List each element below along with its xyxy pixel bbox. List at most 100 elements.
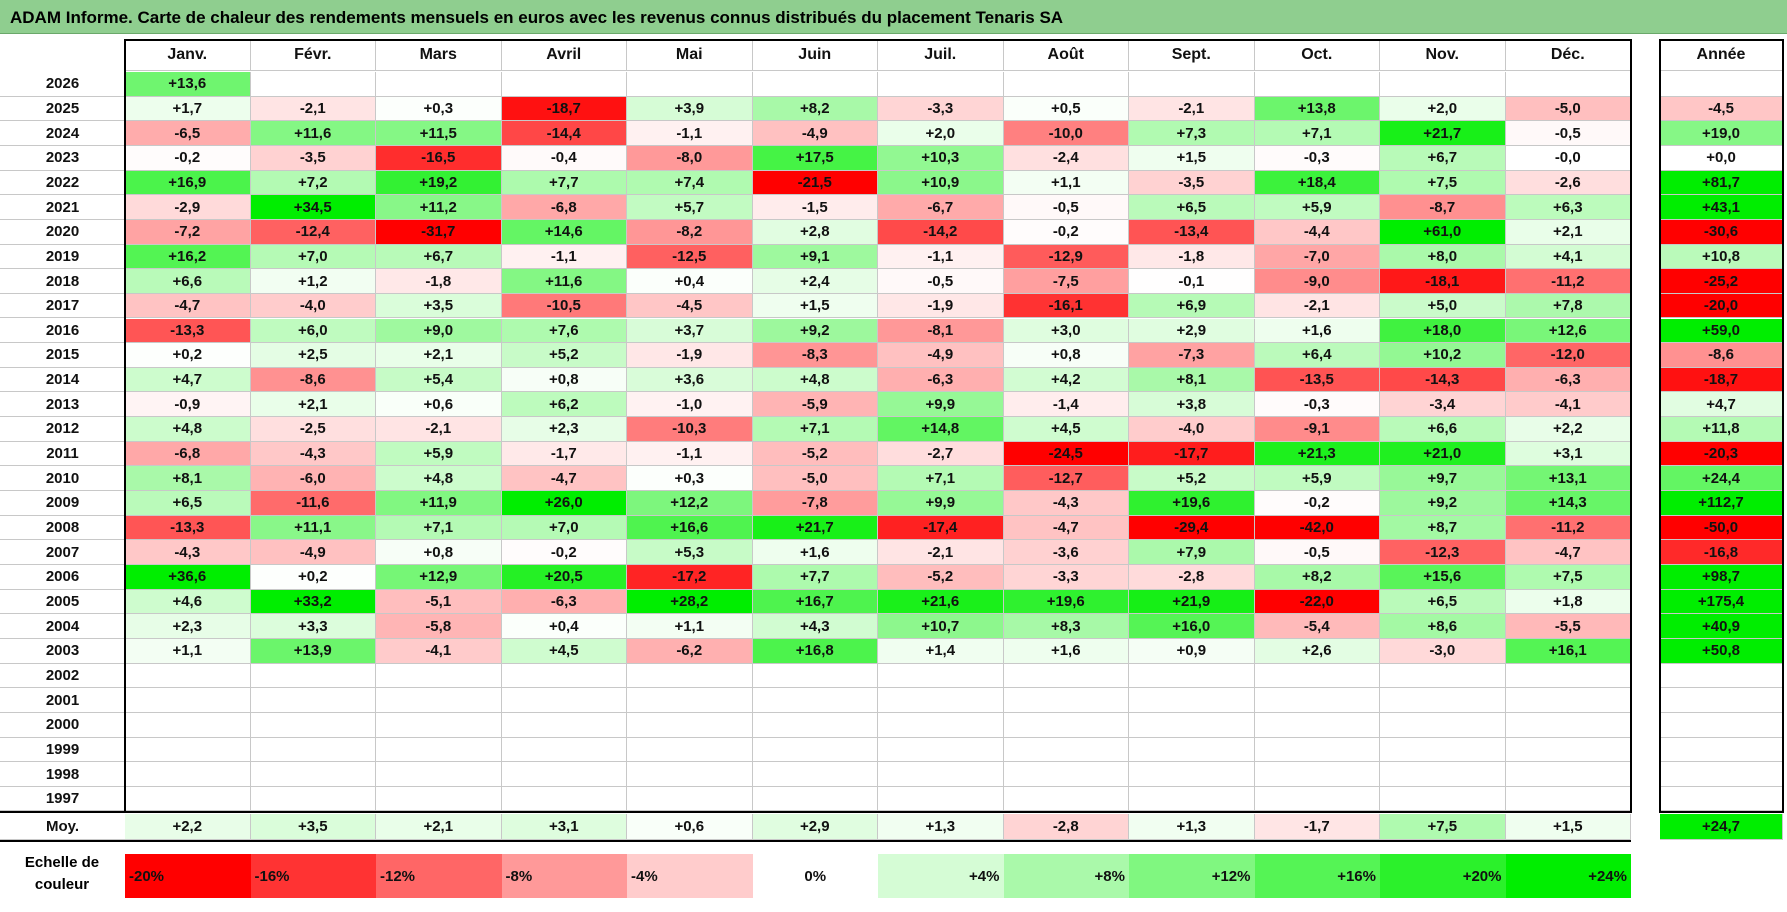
heatmap-cell: -3,4 — [1380, 392, 1506, 418]
heatmap-cell: +7,2 — [250, 170, 376, 196]
annual-cell: -25,2 — [1660, 269, 1783, 294]
heatmap-cell: +1,2 — [250, 269, 376, 294]
heatmap-cell: +0,4 — [627, 269, 753, 294]
heatmap-cell: -14,4 — [501, 121, 627, 146]
heatmap-cell: -1,1 — [627, 441, 753, 467]
heatmap-cell — [1505, 786, 1631, 812]
annual-cell: +50,8 — [1660, 638, 1783, 664]
heatmap-cell: +6,3 — [1505, 195, 1631, 220]
heatmap-cell: +0,8 — [501, 367, 627, 393]
heatmap-cell: +3,7 — [627, 318, 753, 344]
scale-swatch: +12% — [1129, 854, 1255, 898]
heatmap-cell: +16,1 — [1505, 638, 1631, 664]
heatmap-cell — [1129, 762, 1255, 787]
heatmap-cell: +7,1 — [752, 417, 878, 442]
heatmap-cell: -5,1 — [376, 589, 502, 615]
month-header: Mars — [376, 40, 502, 71]
heatmap-cell: +5,9 — [376, 441, 502, 467]
annual-cell: -4,5 — [1660, 96, 1783, 122]
heatmap-cell: +9,9 — [878, 392, 1004, 418]
heatmap-cell: +6,0 — [250, 318, 376, 344]
heatmap-cell: +6,5 — [1380, 589, 1506, 615]
year-label: 2020 — [0, 219, 125, 245]
heatmap-cell: -2,6 — [1505, 170, 1631, 196]
heatmap-cell: +9,2 — [1380, 491, 1506, 516]
heatmap-cell — [376, 786, 502, 812]
heatmap-cell: -12,5 — [627, 244, 753, 270]
heatmap-cell — [752, 786, 878, 812]
heatmap-cell: -16,5 — [376, 145, 502, 171]
heatmap-cell: -9,1 — [1254, 417, 1380, 442]
annual-cell: +19,0 — [1660, 121, 1783, 146]
heatmap-cell: +5,2 — [501, 343, 627, 368]
heatmap-cell: +1,6 — [1003, 638, 1129, 664]
heatmap-cell: +1,1 — [627, 614, 753, 639]
heatmap-cell: +13,6 — [125, 72, 251, 97]
heatmap-cell: +21,6 — [878, 589, 1004, 615]
month-header: Sept. — [1129, 40, 1255, 71]
year-label: 2025 — [0, 96, 125, 122]
heatmap-cell: +6,9 — [1129, 293, 1255, 319]
year-label: 1999 — [0, 737, 125, 763]
heatmap-cell: -12,4 — [250, 219, 376, 245]
heatmap-cell: +1,8 — [1505, 589, 1631, 615]
heatmap-cell: -0,4 — [501, 145, 627, 171]
heatmap-cell: -1,8 — [376, 269, 502, 294]
heatmap-cell: +2,8 — [752, 219, 878, 245]
heatmap-cell: -2,5 — [250, 417, 376, 442]
heatmap-cell: +4,5 — [501, 638, 627, 664]
heatmap-cell: +11,6 — [250, 121, 376, 146]
year-label: 2017 — [0, 293, 125, 319]
heatmap-cell: -0,5 — [1003, 195, 1129, 220]
separator-line — [0, 810, 125, 813]
heatmap-cell: +13,9 — [250, 638, 376, 664]
heatmap-cell — [376, 72, 502, 97]
annual-cell: +81,7 — [1660, 170, 1783, 196]
heatmap-cell: -4,9 — [752, 121, 878, 146]
month-header: Juin — [752, 40, 878, 71]
title-bar: ADAM Informe. Carte de chaleur des rende… — [0, 0, 1787, 34]
heatmap-cell: -8,2 — [627, 219, 753, 245]
heatmap-cell: +18,4 — [1254, 170, 1380, 196]
heatmap-cell — [1505, 663, 1631, 689]
heatmap-cell: +2,1 — [376, 343, 502, 368]
heatmap-cell: -2,1 — [1129, 96, 1255, 122]
annual-cell: -50,0 — [1660, 515, 1783, 541]
heatmap-cell: +2,5 — [250, 343, 376, 368]
scale-swatch: -20% — [125, 854, 251, 898]
heatmap-cell — [752, 72, 878, 97]
average-cell: +0,6 — [627, 814, 753, 840]
heatmap-cell — [752, 663, 878, 689]
heatmap-cell: +6,2 — [501, 392, 627, 418]
heatmap-cell: +0,2 — [125, 343, 251, 368]
heatmap-cell: -24,5 — [1003, 441, 1129, 467]
heatmap-cell — [878, 737, 1004, 763]
scale-swatch: +24% — [1505, 854, 1631, 898]
heatmap-cell: -4,4 — [1254, 219, 1380, 245]
heatmap-cell: -2,9 — [125, 195, 251, 220]
year-label: 2022 — [0, 170, 125, 196]
heatmap-cell — [878, 688, 1004, 713]
average-cell: +2,1 — [376, 814, 502, 840]
heatmap-cell: +11,6 — [501, 269, 627, 294]
year-label: 2013 — [0, 392, 125, 418]
average-cell: +2,9 — [752, 814, 878, 840]
heatmap-cell: -17,4 — [878, 515, 1004, 541]
heatmap-cell: +11,9 — [376, 491, 502, 516]
heatmap-cell — [627, 712, 753, 738]
heatmap-cell: +15,6 — [1380, 565, 1506, 590]
heatmap-cell: -0,0 — [1505, 145, 1631, 171]
heatmap-cell: -1,4 — [1003, 392, 1129, 418]
heatmap-cell: +12,6 — [1505, 318, 1631, 344]
heatmap-cell: +6,4 — [1254, 343, 1380, 368]
heatmap-cell: +16,7 — [752, 589, 878, 615]
heatmap-cell: -13,3 — [125, 515, 251, 541]
heatmap-cell: +0,2 — [250, 565, 376, 590]
heatmap-cell: +3,0 — [1003, 318, 1129, 344]
heatmap-cell — [250, 72, 376, 97]
heatmap-cell — [627, 663, 753, 689]
heatmap-cell — [1505, 72, 1631, 97]
heatmap-cell — [1129, 663, 1255, 689]
year-label: 2009 — [0, 491, 125, 516]
scale-swatch: +8% — [1003, 854, 1129, 898]
